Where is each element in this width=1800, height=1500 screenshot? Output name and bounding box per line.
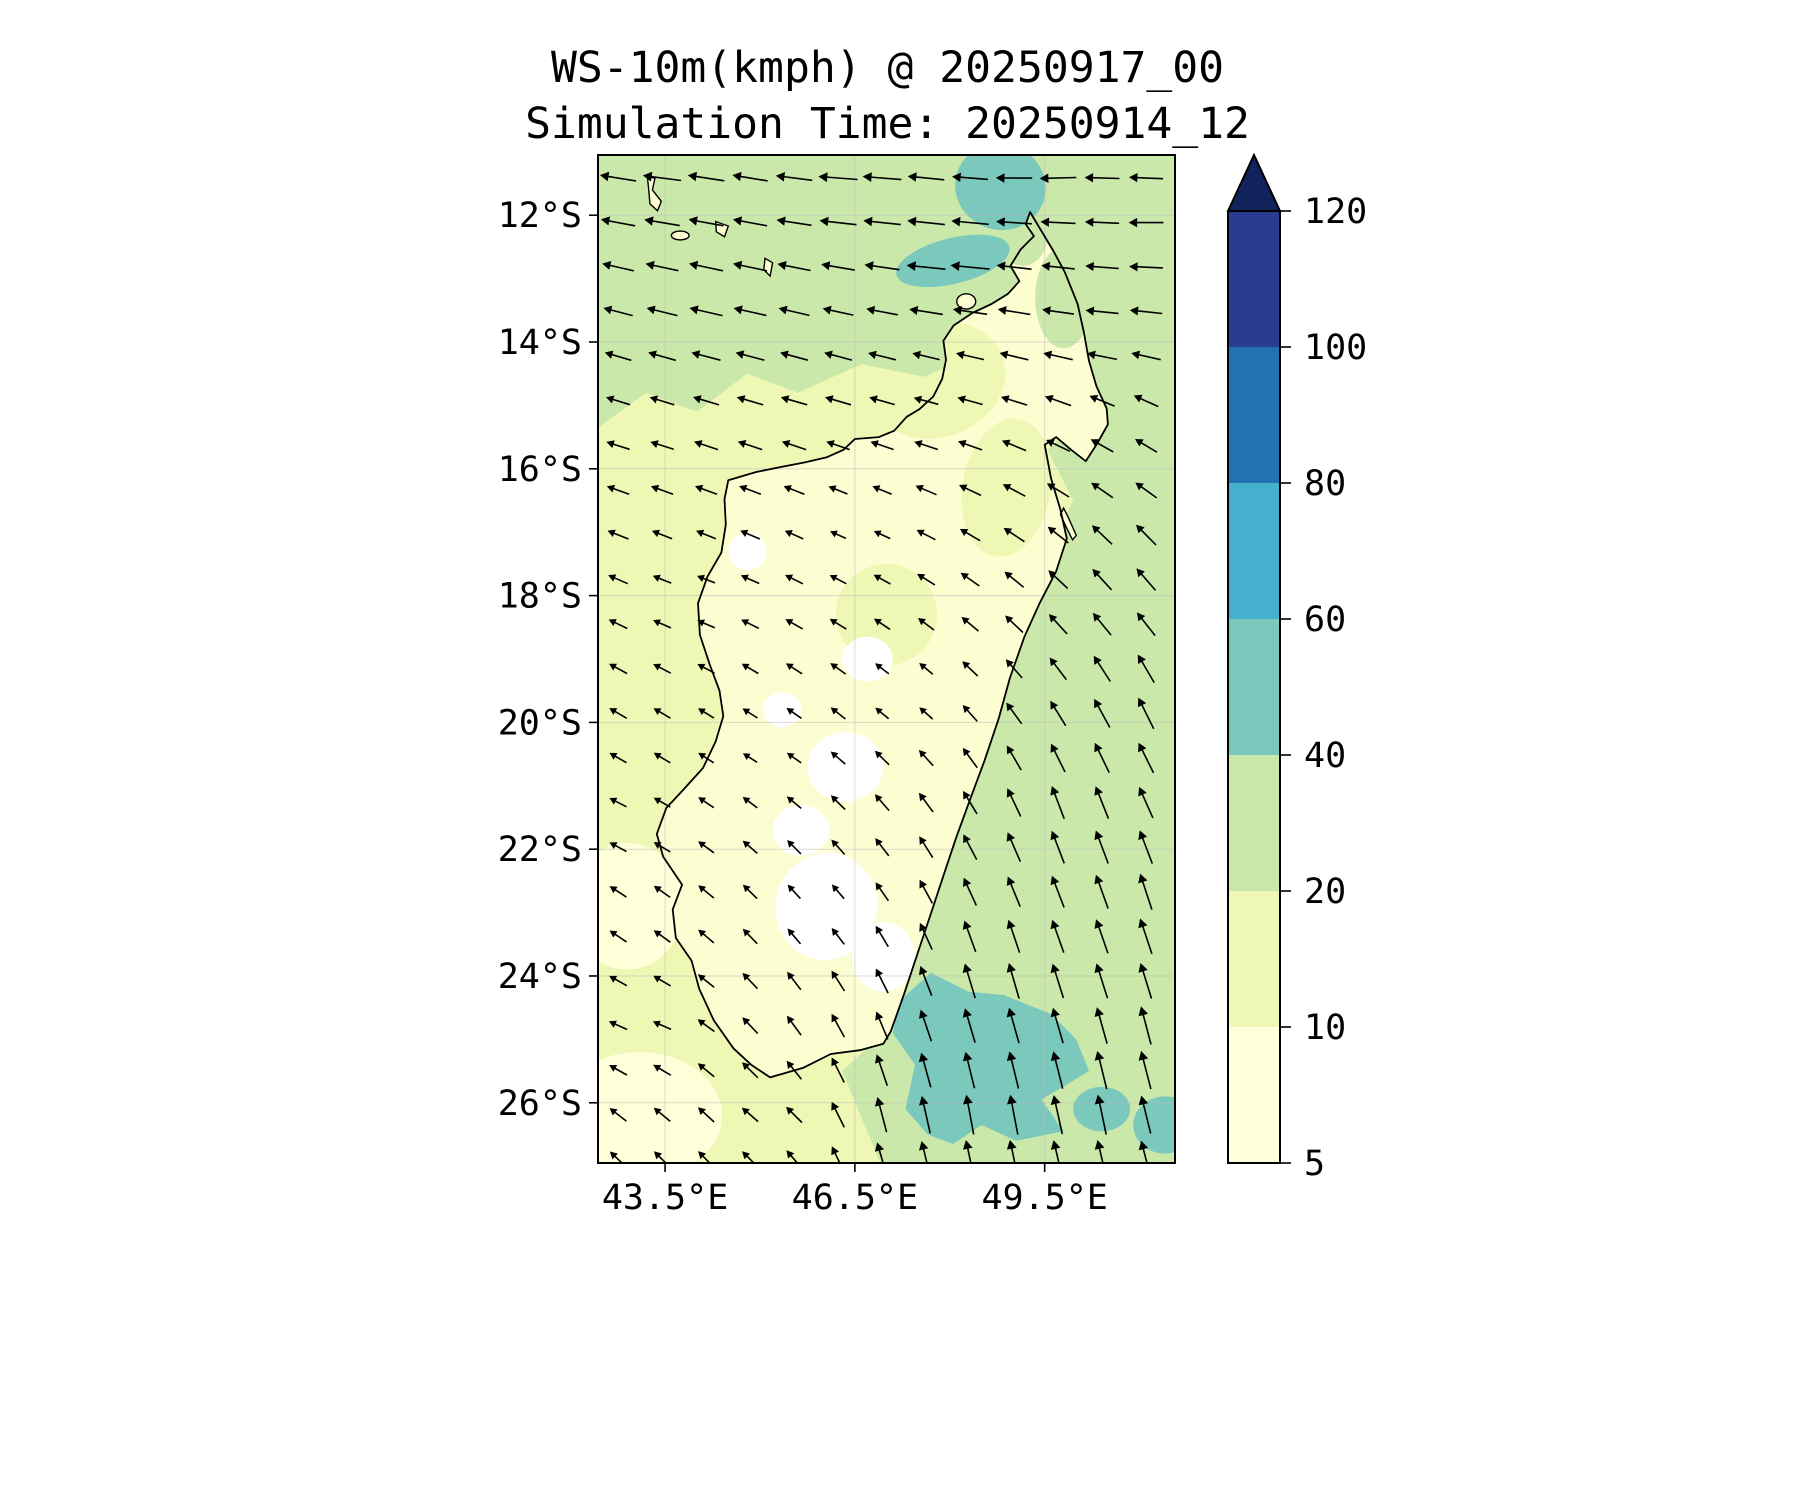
wind-vectors	[599, 171, 1164, 1163]
chart-title: WS-10m(kmph) @ 20250917_00 Simulation Ti…	[350, 40, 1425, 152]
contour-region-calm-white-6	[763, 691, 802, 728]
y-tick-label: 22°S	[498, 830, 582, 870]
colorbar-tick-label: 20	[1304, 872, 1346, 912]
colorbar-tick-label: 80	[1304, 464, 1346, 504]
contour-region-se-windmax	[892, 972, 1089, 1144]
colorbar-tick-label: 10	[1304, 1008, 1346, 1048]
contour-region-calm-white-2	[775, 852, 878, 960]
island-sainte-marie	[1059, 506, 1078, 542]
y-tick-label: 20°S	[498, 703, 582, 743]
colorbar-segment-20-40	[1228, 755, 1280, 891]
y-tick-label: 18°S	[498, 577, 582, 617]
island-grande-comore	[646, 174, 663, 213]
colorbar-segment-100-120	[1228, 211, 1280, 347]
y-tick-label: 12°S	[498, 196, 582, 236]
colorbar-tick-label: 100	[1304, 328, 1367, 368]
contour-region-pale-sw-corner	[598, 1052, 722, 1163]
colorbar-extend-arrow	[1226, 152, 1282, 212]
y-tick-label: 26°S	[498, 1084, 582, 1124]
colorbar-tick-label: 5	[1304, 1144, 1325, 1184]
island-moheli	[670, 230, 690, 241]
colorbar: 5 10 20 40 60 80 100 120	[1226, 152, 1367, 1184]
contour-region-calm-white-4	[772, 804, 830, 856]
y-tick-label: 16°S	[498, 450, 582, 490]
islands	[646, 174, 1078, 542]
colorbar-outline	[1227, 210, 1281, 1164]
contour-region-calm-white-1	[807, 731, 884, 802]
colorbar-segment-60-80	[1228, 483, 1280, 619]
contour-region-east-band	[842, 373, 1175, 1163]
colorbar-segment-5-10	[1228, 1027, 1280, 1163]
island-nosy-be	[956, 293, 977, 310]
coastline-stroke	[655, 211, 1109, 1079]
chart-title-line2: Simulation Time: 20250914_12	[525, 99, 1250, 149]
colorbar-segment-10-20	[1228, 891, 1280, 1027]
plot-frame	[597, 154, 1176, 1164]
contour-region-calm-white-7	[728, 532, 767, 571]
colorbar-segment-80-100	[1228, 347, 1280, 483]
y-tick-label: 24°S	[498, 957, 582, 997]
x-tick-label: 43.5°E	[602, 1178, 728, 1218]
y-tick-label: 14°S	[498, 323, 582, 363]
contour-region-north-top-patch	[955, 155, 1046, 231]
contour-region-ne-windstreak	[896, 234, 1010, 288]
colorbar-tick-label: 60	[1304, 600, 1346, 640]
gridlines	[598, 155, 1175, 1163]
chart-title-line1: WS-10m(kmph) @ 20250917_00	[550, 43, 1225, 93]
colorbar-tick-label: 120	[1304, 192, 1367, 232]
contour-region-calm-white-3	[851, 922, 915, 992]
colorbar-tick-label: 40	[1304, 736, 1346, 776]
contour-region-se-blob-3	[1133, 1096, 1175, 1154]
colorbar-segment-40-60	[1228, 619, 1280, 755]
axes: 12°S 14°S 16°S 18°S 20°S 22°S 24°S 26°S 43.5°E 46…	[498, 154, 1176, 1218]
x-tick-label: 46.5°E	[792, 1178, 918, 1218]
x-tick-label: 49.5°E	[981, 1178, 1107, 1218]
contour-region-calm-white-5	[842, 636, 893, 682]
island-mayotte	[763, 257, 774, 278]
